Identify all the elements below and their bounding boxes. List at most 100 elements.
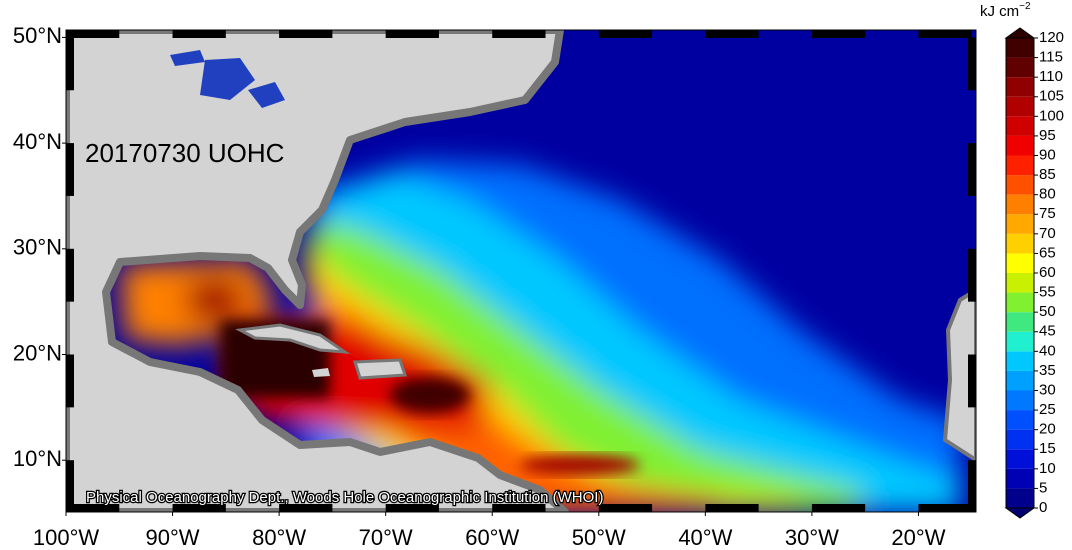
stripe xyxy=(66,248,74,302)
stripe xyxy=(598,30,653,38)
lon-tick-label: 50°W xyxy=(572,525,626,550)
stripe xyxy=(66,30,120,38)
hispaniola xyxy=(352,358,408,380)
colorbar-tick-label: 30 xyxy=(1039,381,1056,398)
stripe xyxy=(918,504,972,512)
stripe xyxy=(705,30,759,38)
colorbar-tick-label: 60 xyxy=(1039,264,1056,281)
unit-exponent: −2 xyxy=(1019,1,1031,12)
colorbar-tick-label: 50 xyxy=(1039,303,1056,320)
colorbar-tick-label: 10 xyxy=(1039,460,1056,477)
colorbar-segment xyxy=(1006,57,1034,78)
unit: kJ cm xyxy=(980,3,1019,20)
cuba xyxy=(235,323,351,354)
colorbar-segment xyxy=(1006,370,1034,391)
colorbar-segment xyxy=(1006,410,1034,430)
colorbar-segment xyxy=(1006,116,1034,136)
stripe xyxy=(66,504,120,512)
colorbar-segment xyxy=(1006,488,1034,508)
colorbar-tick-label: 55 xyxy=(1039,284,1056,301)
colorbar-segment xyxy=(1006,449,1034,469)
stripe xyxy=(968,37,976,91)
map-area xyxy=(66,30,976,512)
colorbar-segment xyxy=(1006,214,1034,234)
stripe xyxy=(968,354,976,408)
map-title: 20170730 UOHC xyxy=(85,138,284,168)
colorbar-tick-label: 80 xyxy=(1039,186,1056,203)
colorbar-segment xyxy=(1006,233,1034,254)
colorbar-tick-label: 100 xyxy=(1039,107,1064,124)
lon-tick-label: 30°W xyxy=(785,525,839,550)
colorbar-tick-label: 0 xyxy=(1039,499,1047,516)
colorbar-tick-label: 25 xyxy=(1039,401,1056,418)
colorbar-tick-label: 110 xyxy=(1039,68,1063,85)
stripe xyxy=(811,504,866,512)
stripe xyxy=(811,30,866,38)
colorbar-segment xyxy=(1006,273,1034,293)
colorbar-tick-label: 85 xyxy=(1039,166,1056,183)
colorbar-segment xyxy=(1006,175,1034,195)
stripe xyxy=(279,30,333,38)
stripe xyxy=(492,30,546,38)
colorbar-tick-label: 90 xyxy=(1039,146,1056,163)
stripe xyxy=(968,248,976,302)
lat-tick-label: 20°N xyxy=(13,340,62,365)
colorbar-segment xyxy=(1006,351,1034,371)
stripe xyxy=(172,30,226,38)
colorbar-unit: kJ cm−2 xyxy=(980,1,1031,20)
lon-tick-label: 90°W xyxy=(146,525,200,550)
lon-tick-label: 60°W xyxy=(465,525,519,550)
stripe xyxy=(492,504,546,512)
stripe xyxy=(705,504,759,512)
colorbar-segment xyxy=(1006,331,1034,352)
land-africa xyxy=(942,287,976,463)
colorbar-segment xyxy=(1006,312,1034,332)
colorbar-segment xyxy=(1006,390,1034,411)
colorbar-tick-label: 35 xyxy=(1039,362,1056,379)
colorbar-tick-label: 105 xyxy=(1039,88,1064,105)
stripe xyxy=(66,37,74,91)
lat-tick-label: 40°N xyxy=(13,129,62,154)
stripe xyxy=(918,30,972,38)
colorbar-segment xyxy=(1006,429,1034,450)
lon-tick-label: 20°W xyxy=(891,525,945,550)
colorbar-segment xyxy=(1006,253,1034,273)
lat-tick-label: 10°N xyxy=(13,446,62,471)
colorbar-tick-label: 5 xyxy=(1039,479,1047,496)
colorbar-tick-label: 115 xyxy=(1039,49,1063,66)
colorbar-tick-label: 20 xyxy=(1039,421,1056,438)
lon-tick-label: 80°W xyxy=(252,525,306,550)
colorbar-under xyxy=(1004,507,1036,519)
lon-tick-label: 100°W xyxy=(33,525,100,550)
colorbar-tick-label: 70 xyxy=(1039,225,1056,242)
stripe xyxy=(66,460,74,512)
colorbar-segment xyxy=(1006,96,1034,117)
lat-tick-label: 30°N xyxy=(13,235,62,260)
colorbar-segment xyxy=(1006,77,1034,97)
colorbar-segment xyxy=(1006,468,1034,489)
colorbar-segment xyxy=(1006,155,1034,176)
colorbar-tick-label: 65 xyxy=(1039,244,1056,261)
colorbar-segment xyxy=(1006,292,1034,313)
stripe xyxy=(598,504,653,512)
colorbar-tick-label: 75 xyxy=(1039,205,1056,222)
colorbar-segment xyxy=(1006,135,1034,156)
colorbar-tick-label: 15 xyxy=(1039,440,1056,457)
stripe xyxy=(385,504,439,512)
jamaica xyxy=(312,368,330,377)
lon-tick-label: 70°W xyxy=(359,525,413,550)
colorbar-tick-label: 120 xyxy=(1039,29,1064,46)
credit: Physical Oceanography Dept., Woods Hole … xyxy=(86,489,603,506)
stripe xyxy=(279,504,333,512)
lon-tick-label: 40°W xyxy=(678,525,732,550)
colorbar-segment xyxy=(1006,194,1034,215)
land-americas xyxy=(66,30,569,512)
heat-core xyxy=(520,455,640,475)
stripe xyxy=(172,504,226,512)
stripe xyxy=(66,354,74,408)
stripe xyxy=(385,30,439,38)
lat-tick-label: 50°N xyxy=(13,23,62,48)
colorbar-tick-label: 95 xyxy=(1039,127,1056,144)
colorbar-segment xyxy=(1006,38,1034,58)
